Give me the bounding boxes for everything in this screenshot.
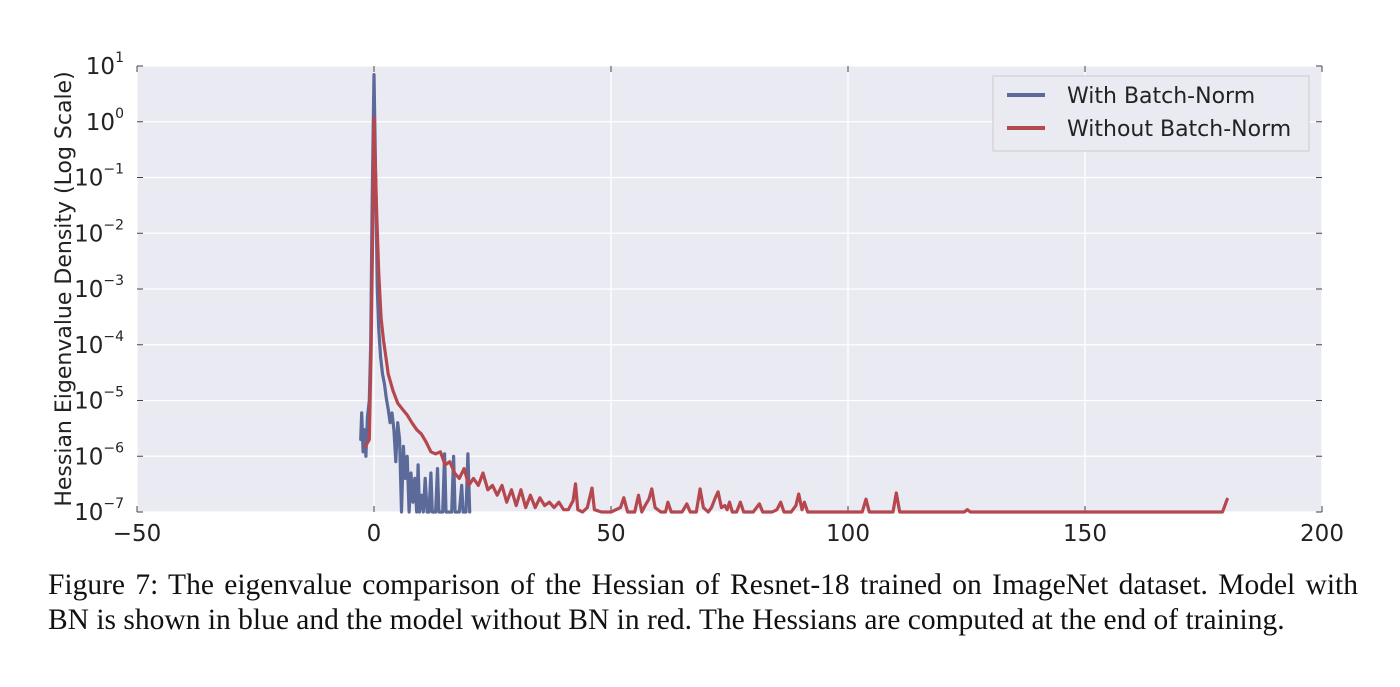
y-tick-label: 10−3 (74, 273, 124, 303)
x-tick-label: 50 (596, 521, 625, 547)
legend-label-with-batch-norm: With Batch-Norm (1067, 84, 1255, 109)
x-tick-label: 100 (826, 521, 870, 547)
figure-caption: Figure 7: The eigenvalue comparison of t… (48, 569, 1358, 636)
y-tick-label: 10−6 (74, 440, 124, 470)
x-tick-label: 0 (367, 521, 382, 547)
x-axis-ticks: −50 0 50 100 150 200 (113, 66, 1344, 547)
y-tick-label: 10−2 (74, 217, 124, 247)
legend-box (992, 75, 1310, 152)
series-lines (359, 73, 1229, 514)
y-tick-label: 10−5 (74, 385, 124, 415)
chart: 10−7 10−6 10−5 10−4 10−3 10−2 10−1 100 101 −50 0 5… (52, 50, 1344, 547)
y-axis-label: Hessian Eigenvalue Density (Log Scale) (52, 71, 77, 506)
y-tick-label: 10−4 (74, 329, 124, 359)
legend: With Batch-Norm Without Batch-Norm (992, 75, 1310, 152)
y-tick-label: 10−1 (74, 162, 124, 192)
y-tick-label: 101 (86, 50, 124, 80)
x-tick-label: 200 (1300, 521, 1344, 547)
y-axis-ticks: 10−7 10−6 10−5 10−4 10−3 10−2 10−1 100 101 (74, 50, 1322, 526)
x-tick-label: 150 (1063, 521, 1107, 547)
y-tick-label: 100 (86, 106, 124, 136)
series-line-without-batch-norm (363, 115, 1229, 514)
series-line-with-batch-norm (359, 73, 472, 514)
y-tick-label: 10−7 (74, 496, 124, 526)
legend-label-without-batch-norm: Without Batch-Norm (1067, 117, 1291, 142)
x-tick-label: −50 (113, 521, 162, 547)
